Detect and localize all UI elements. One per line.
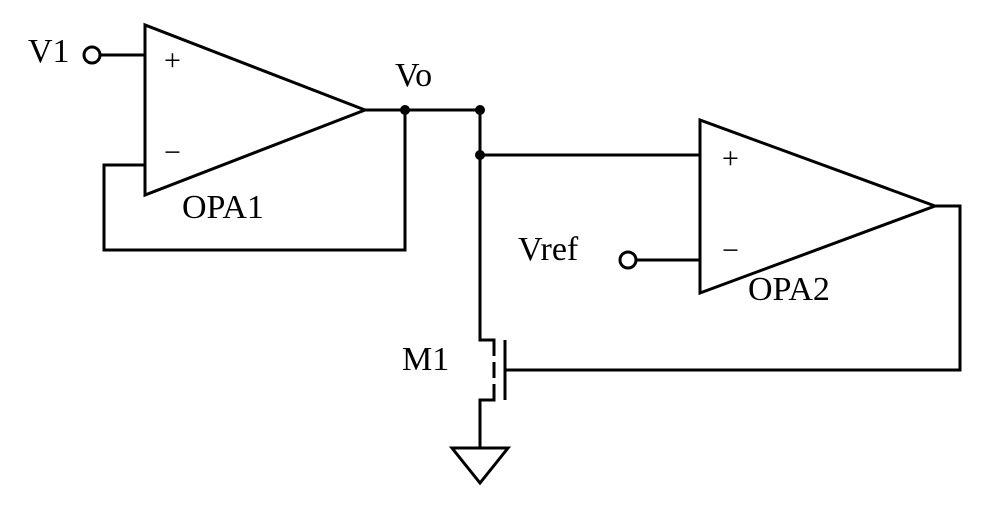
label-Vo: Vo [395,57,432,94]
label-M1: M1 [402,341,449,378]
label-plus1: + [164,44,181,77]
label-OPA1: OPA1 [182,189,264,226]
terminal-v1 [84,47,100,63]
label-Vref: Vref [518,231,579,268]
node-vo [400,105,410,115]
node-tee2 [475,150,485,160]
label-plus2: + [722,142,739,175]
wire-vo-to-opa2plus [480,110,700,155]
label-minus1: − [164,136,181,169]
label-minus2: − [722,234,739,267]
terminal-vref [620,252,636,268]
circuit-diagram: V1 Vref Vo OPA1 OPA2 M1 + − + − [0,0,1000,529]
label-V1: V1 [28,33,70,70]
ground-symbol [452,448,508,483]
label-OPA2: OPA2 [748,271,830,308]
node-tee [475,105,485,115]
